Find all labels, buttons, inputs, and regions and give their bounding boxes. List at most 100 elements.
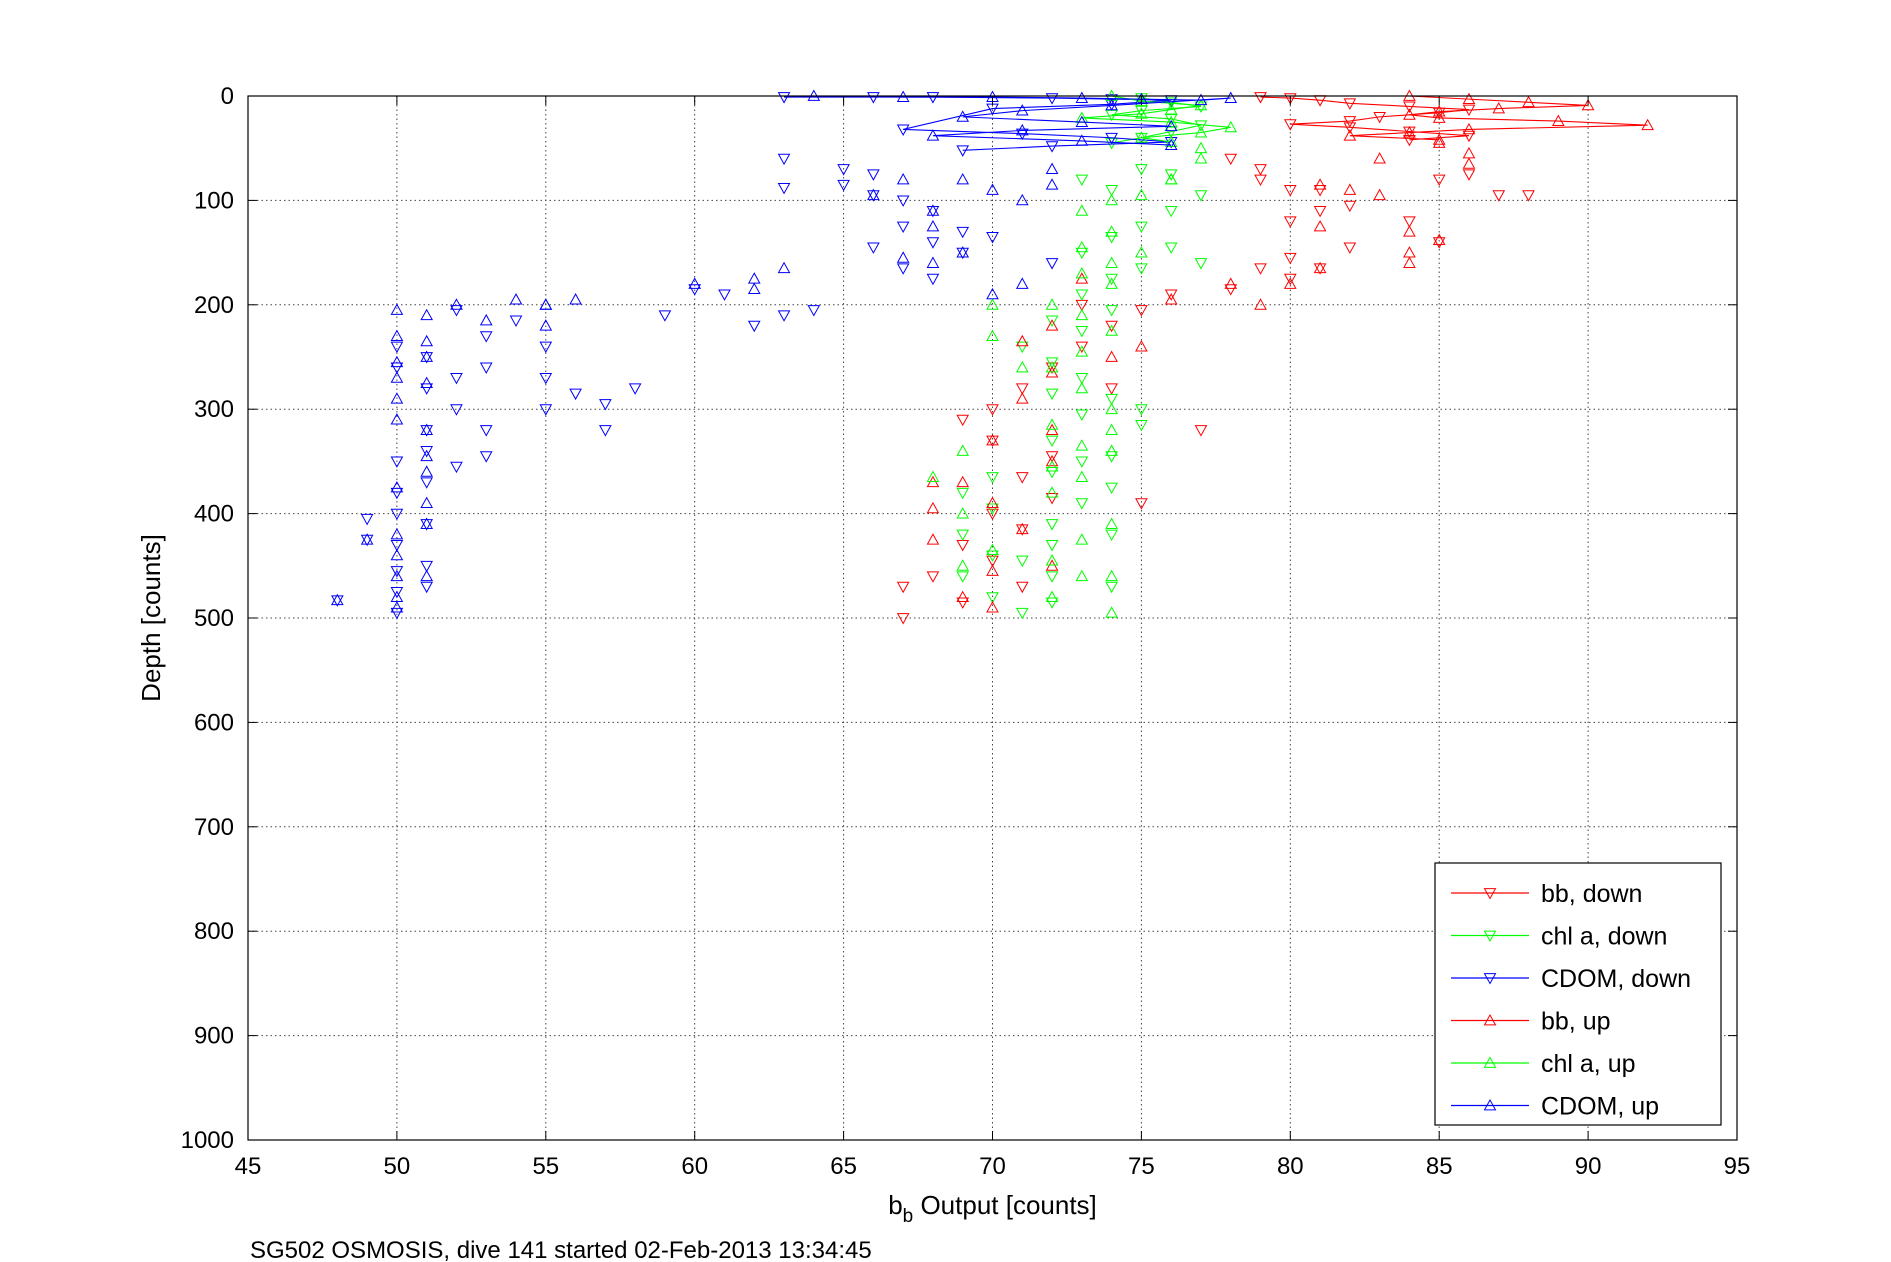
data-point [390,527,404,540]
data-point [1075,341,1089,354]
series-chl-a-up [926,89,1238,618]
data-point [1015,522,1029,535]
data-point [1313,205,1327,218]
data-point [1045,554,1059,566]
legend-marker [1483,930,1497,943]
data-point [1313,261,1327,274]
data-point [1045,454,1059,467]
data-point [1105,383,1118,395]
data-point [1224,91,1238,103]
data-point [1135,419,1148,432]
data-point [1164,205,1178,218]
data-point [1105,305,1118,317]
data-point [1164,169,1178,181]
data-point [1105,320,1118,333]
data-point [1105,98,1118,111]
data-point [420,560,434,573]
data-point [1075,247,1089,260]
data-point [479,331,493,343]
data-point [1015,360,1029,373]
data-point [1462,130,1476,143]
data-point [1403,216,1416,228]
data-point [926,501,940,514]
data-point [1135,221,1148,234]
data-point [1135,340,1148,352]
data-point [1254,174,1267,187]
data-point [1432,233,1446,245]
data-point [1105,423,1118,435]
x-axis-label-subscript: b [903,1206,914,1227]
data-point [1343,116,1357,128]
data-point [1522,190,1535,202]
data-point [1581,98,1595,111]
data-point [1283,216,1297,228]
x-tick-label: 55 [532,1153,559,1180]
data-point [1462,122,1476,135]
data-point [1105,529,1118,542]
data-point [1164,103,1178,115]
data-point [1015,277,1029,289]
data-point [1164,126,1178,139]
data-point [420,449,434,462]
data-point [1313,263,1327,275]
data-point [986,592,999,604]
data-point [539,298,553,310]
data-point [867,169,880,181]
x-tick-label: 60 [681,1153,708,1180]
data-point [420,423,434,435]
data-point [1135,246,1148,258]
data-point [986,298,999,310]
data-point [1373,188,1386,201]
data-point [777,261,791,274]
data-point [1135,131,1148,143]
data-point [1164,137,1178,149]
data-point [1075,372,1089,385]
legend-item: bb, up [1451,1008,1611,1036]
data-point [926,204,940,216]
data-point [956,507,970,519]
data-point [420,569,434,582]
data-point [450,404,463,416]
data-point [896,172,910,185]
dive-caption: SG502 OSMOSIS, dive 141 started 02-Feb-2… [250,1237,872,1262]
data-point [390,341,404,354]
data-point [1283,93,1297,105]
data-point [867,242,880,254]
y-tick-label: 0 [221,83,234,110]
data-point [390,566,404,578]
data-point [1164,119,1178,132]
data-point [1045,362,1059,374]
x-tick-label: 50 [384,1153,411,1180]
data-point [1075,456,1089,468]
data-point [390,329,404,342]
data-point [986,555,999,568]
x-tick-label: 85 [1426,1153,1453,1180]
data-point [1224,277,1238,289]
data-point [479,313,493,326]
data-point [1105,393,1118,406]
data-point [926,205,940,218]
y-tick-label: 300 [194,396,234,423]
data-point [1105,273,1118,286]
data-point [1045,418,1059,430]
data-point [896,613,910,625]
data-point [1045,571,1059,583]
data-point [926,129,940,141]
data-point [1343,98,1357,110]
data-point [1403,108,1416,120]
data-point [1254,263,1267,275]
data-point [420,308,434,321]
data-point [1075,134,1089,146]
data-point [1194,126,1208,138]
data-point [390,569,404,582]
data-point [1075,498,1089,510]
data-point [1313,185,1327,197]
data-point [956,590,970,603]
data-point [1015,581,1029,594]
data-point [1135,164,1148,176]
data-point [390,303,404,315]
data-point [390,540,404,552]
data-point [1075,115,1089,127]
x-axis-label-rest: Output [counts] [913,1190,1097,1220]
x-tick-label: 70 [979,1153,1006,1180]
